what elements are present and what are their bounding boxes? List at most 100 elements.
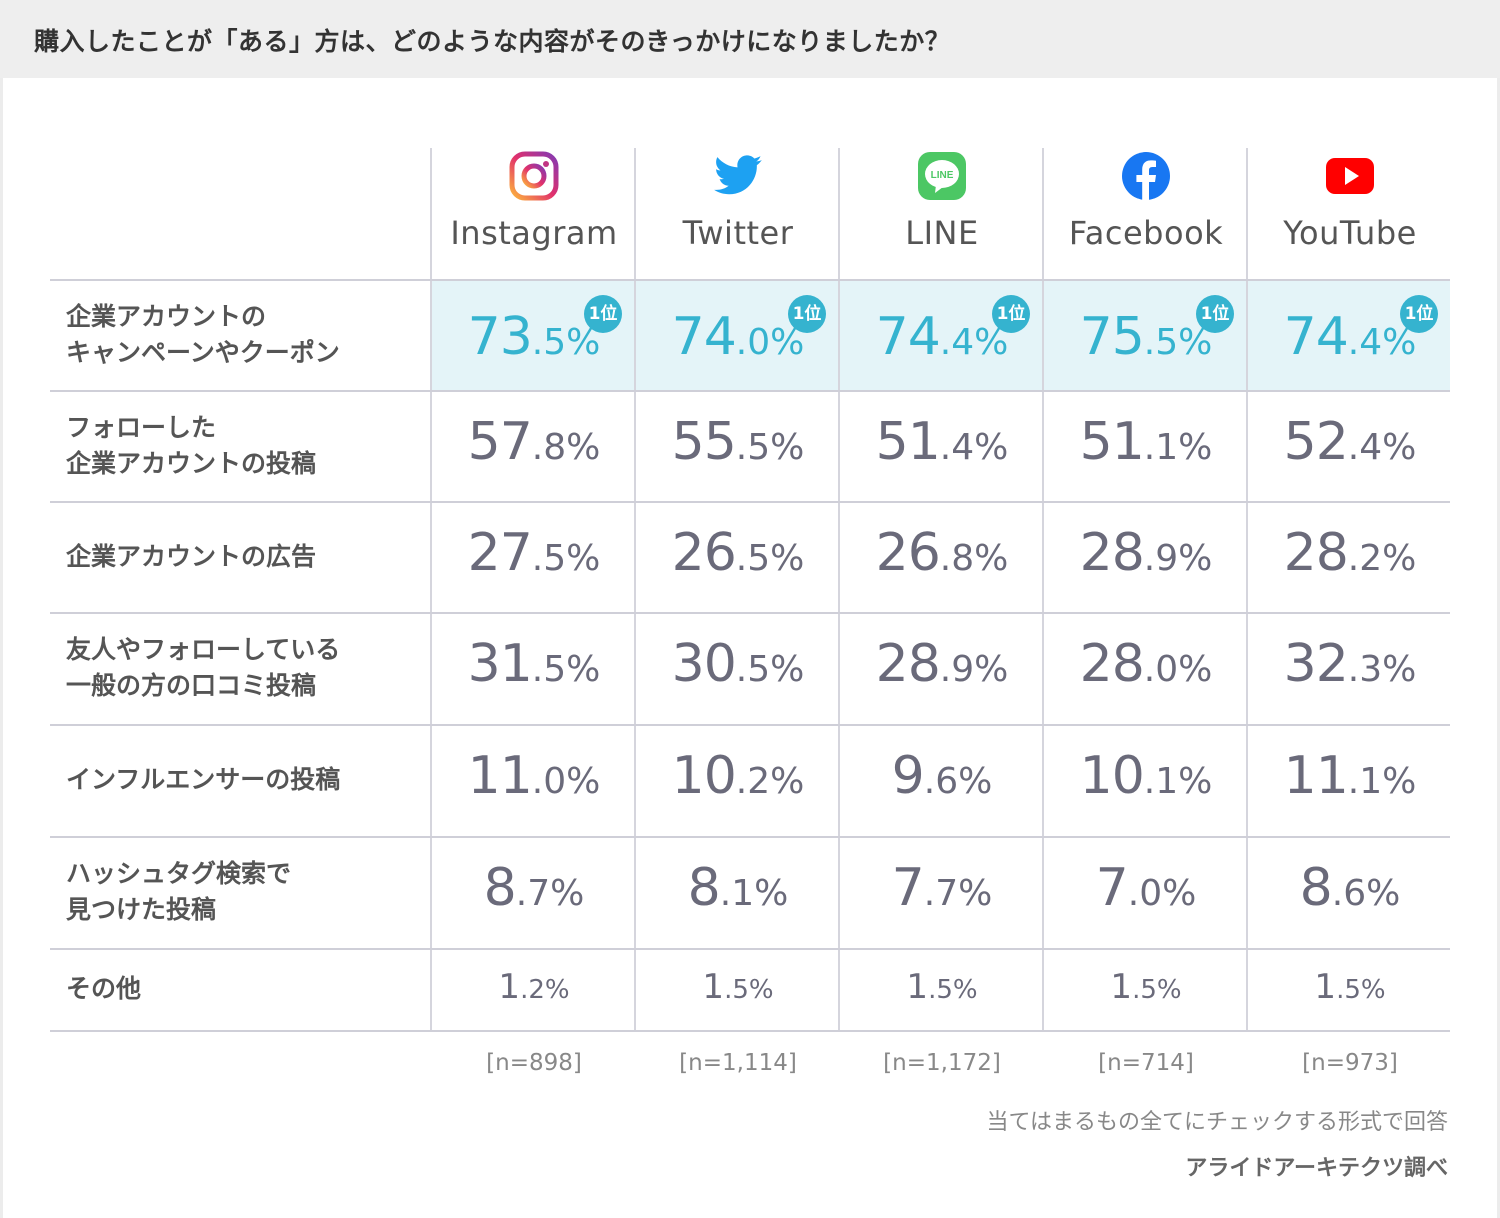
value-decimal: .6% (923, 761, 993, 802)
column-name: Twitter (682, 214, 794, 252)
title-bar: 購入したことが「ある」方は、どのような内容がそのきっかけになりましたか？ (0, 0, 1500, 78)
instagram-icon (508, 150, 560, 202)
value-decimal: .3% (1347, 649, 1417, 690)
data-cell: 11.1% (1248, 746, 1452, 806)
column-divider (838, 148, 840, 1032)
value-decimal: .5% (735, 426, 805, 468)
value-integer: 8 (687, 858, 721, 918)
value-integer: 51 (875, 411, 941, 472)
data-cell: 7.7% (840, 858, 1044, 918)
row-divider (50, 390, 1450, 392)
row-label-line: その他 (66, 974, 142, 1003)
sample-size-label: [n=1,114] (679, 1050, 797, 1076)
rank-badge: 1位 (584, 295, 622, 333)
row-divider (50, 1030, 1450, 1032)
row-label: 企業アカウントの広告 (66, 539, 316, 575)
row-divider (50, 724, 1450, 726)
value-integer: 52 (1283, 411, 1349, 472)
column-name: LINE (905, 214, 979, 252)
data-cell: 74.4% (1248, 307, 1452, 367)
column-name: Instagram (450, 214, 618, 252)
row-divider (50, 612, 1450, 614)
data-cell: 10.2% (636, 746, 840, 806)
value-integer: 26 (875, 522, 941, 583)
row-divider (50, 948, 1450, 950)
svg-text:LINE: LINE (931, 170, 954, 181)
value-decimal: .2% (735, 761, 805, 802)
data-cell: 10.1% (1044, 746, 1248, 806)
value-decimal: .2% (520, 975, 570, 1005)
data-cell: 27.5% (432, 523, 636, 583)
value-integer: 30 (671, 634, 737, 694)
value-integer: 74 (1283, 306, 1349, 367)
data-cell: 28.9% (840, 634, 1044, 694)
row-label-line: キャンペーンやクーポン (66, 337, 340, 367)
value-integer: 28 (875, 634, 941, 694)
data-cell: 74.4% (840, 307, 1044, 367)
data-cell: 28.0% (1044, 634, 1248, 694)
value-decimal: .0% (735, 321, 805, 363)
data-cell: 30.5% (636, 634, 840, 694)
rank-badge: 1位 (1196, 295, 1234, 333)
page-title: 購入したことが「ある」方は、どのような内容がそのきっかけになりましたか？ (34, 27, 951, 56)
row-label-line: 友人やフォローしている (66, 635, 341, 664)
value-decimal: .1% (1347, 761, 1417, 802)
value-decimal: .5% (928, 975, 978, 1005)
data-cell: 57.8% (432, 412, 636, 472)
sample-size-label: [n=898] (486, 1050, 582, 1076)
value-decimal: .5% (1143, 321, 1213, 363)
value-decimal: .8% (939, 537, 1009, 579)
value-decimal: .5% (531, 321, 601, 363)
value-decimal: .1% (1143, 426, 1213, 468)
value-decimal: .0% (1127, 873, 1197, 914)
row-divider (50, 279, 1450, 281)
data-cell: 7.0% (1044, 858, 1248, 918)
facebook-icon (1120, 150, 1172, 202)
value-decimal: .5% (735, 537, 805, 579)
row-label-line: 見つけた投稿 (66, 895, 217, 924)
value-integer: 10 (671, 746, 737, 806)
data-cell: 51.4% (840, 412, 1044, 472)
value-integer: 55 (671, 411, 737, 472)
column-header: LINE LINE (840, 148, 1044, 280)
twitter-icon (712, 150, 764, 202)
row-label-line: 企業アカウントの投稿 (66, 448, 317, 478)
value-decimal: .1% (1143, 761, 1213, 802)
value-integer: 10 (1079, 746, 1145, 806)
column-divider (634, 148, 636, 1032)
data-cell: 1.5% (1248, 967, 1452, 1007)
value-decimal: .2% (1347, 537, 1417, 579)
row-label: 友人やフォローしている 一般の方の口コミ投稿 (66, 632, 340, 704)
value-decimal: .7% (923, 873, 993, 914)
value-integer: 28 (1079, 634, 1145, 694)
line-icon: LINE (916, 150, 968, 202)
value-integer: 31 (467, 634, 533, 694)
column-header: Instagram (432, 148, 636, 280)
value-integer: 28 (1283, 522, 1349, 583)
value-integer: 1 (702, 967, 725, 1007)
column-header: Facebook (1044, 148, 1248, 280)
data-cell: 1.5% (636, 967, 840, 1007)
value-integer: 75 (1079, 306, 1145, 367)
sample-size-label: [n=973] (1302, 1050, 1398, 1076)
row-divider (50, 836, 1450, 838)
value-decimal: .5% (1336, 975, 1386, 1005)
value-decimal: .1% (719, 873, 789, 914)
rank-badge: 1位 (1400, 295, 1438, 333)
row-label-line: 一般の方の口コミ投稿 (66, 671, 317, 700)
data-cell: 8.1% (636, 858, 840, 918)
column-name: Facebook (1068, 214, 1224, 252)
value-integer: 9 (891, 746, 925, 806)
sample-size-label: [n=714] (1098, 1050, 1194, 1076)
value-integer: 26 (671, 522, 737, 583)
value-decimal: .5% (531, 537, 601, 579)
value-decimal: .4% (1347, 426, 1417, 468)
value-integer: 1 (906, 967, 929, 1007)
data-cell: 74.0% (636, 307, 840, 367)
value-decimal: .5% (724, 975, 774, 1005)
data-cell: 31.5% (432, 634, 636, 694)
value-decimal: .4% (939, 426, 1009, 468)
data-cell: 55.5% (636, 412, 840, 472)
column-name: YouTube (1283, 214, 1417, 252)
row-label-line: インフルエンサーの投稿 (66, 765, 341, 794)
